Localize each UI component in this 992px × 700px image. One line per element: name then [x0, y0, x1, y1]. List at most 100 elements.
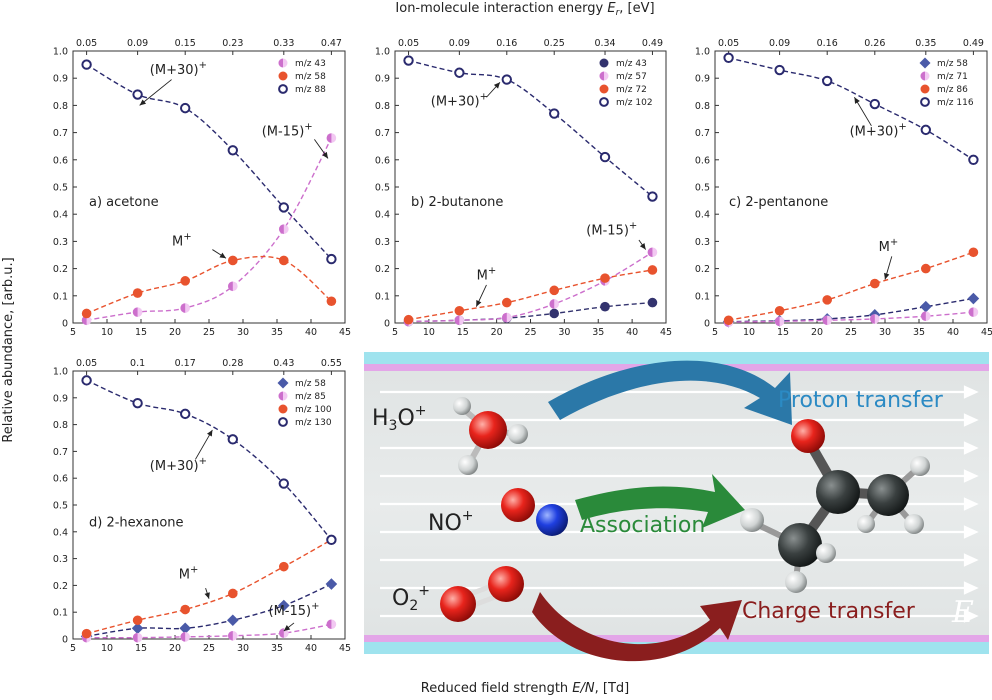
data-point [454, 305, 465, 316]
data-point [277, 377, 289, 389]
data-point [822, 295, 832, 305]
field-line-arrowhead [963, 385, 979, 399]
data-point [180, 303, 190, 313]
y-tick-label: 0.6 [695, 155, 710, 166]
top-axis-title: Ion-molecule interaction energy Er, [eV] [395, 1, 654, 18]
data-point-left-half [968, 307, 974, 317]
data-point-left-half [920, 71, 925, 81]
data-point [81, 308, 92, 319]
x-tick-label: 35 [271, 643, 283, 654]
top-tick-label: 0.09 [127, 38, 148, 49]
y-tick-label: 1.0 [53, 367, 68, 378]
x-tick-label: 40 [305, 643, 317, 654]
h3o-molecule-icon [453, 397, 528, 475]
data-point [647, 191, 658, 202]
y-tick-label: 0.9 [695, 74, 710, 85]
data-point [81, 59, 92, 70]
x-tick-label: 25 [524, 327, 536, 338]
annotation-label: (M-15)+ [262, 121, 313, 139]
y-tick-label: 0 [704, 319, 710, 330]
top-tick-label: 0.09 [449, 38, 470, 49]
data-point [278, 71, 288, 81]
x-tick-label: 10 [101, 643, 113, 654]
data-point [968, 154, 979, 166]
data-point [227, 614, 239, 627]
y-tick-label: 0.5 [375, 183, 390, 194]
data-point [132, 632, 143, 643]
data-point [278, 58, 288, 68]
x-tick-label: 20 [811, 327, 823, 338]
x-tick-label: 15 [135, 327, 147, 338]
data-point [822, 315, 832, 326]
data-point [279, 255, 289, 266]
field-line-arrowhead [963, 413, 979, 427]
data-point-left-half [180, 303, 186, 313]
data-point [647, 247, 658, 258]
x-tick-label: 20 [169, 643, 181, 654]
annotation-arrowhead [206, 429, 213, 437]
data-point [278, 478, 289, 489]
y-tick-label: 0.7 [375, 128, 390, 139]
data-point [454, 315, 465, 326]
top-tick-label: 0.05 [398, 38, 419, 49]
data-point [228, 281, 238, 292]
x-tick-label: 5 [70, 643, 76, 654]
legend-label: m/z 71 [937, 72, 968, 82]
data-point [869, 98, 880, 110]
panel-label: c) 2-pentanone [729, 195, 828, 210]
x-tick-label: 10 [743, 327, 755, 338]
top-tick-label: 0.33 [273, 38, 294, 49]
ketone-molecule-icon [740, 419, 930, 593]
legend-label: m/z 58 [295, 379, 326, 389]
field-line-arrowhead [963, 581, 979, 595]
y-axis-title: Relative abundance, [arb.u.] [1, 257, 16, 442]
panel-label: d) 2-hexanone [89, 515, 184, 530]
annotation-label: M+ [477, 265, 497, 283]
y-tick-label: 0.2 [695, 264, 710, 275]
legend-label: m/z 43 [616, 59, 647, 69]
data-point-left-half [278, 224, 284, 234]
x-tick-label: 45 [660, 327, 672, 338]
data-point [454, 67, 465, 78]
y-tick-label: 0.1 [53, 291, 68, 302]
y-tick-label: 0.3 [53, 554, 68, 565]
data-point [968, 247, 979, 258]
y-tick-label: 0.6 [375, 155, 390, 166]
x-tick-label: 40 [305, 327, 317, 338]
data-point-left-half [647, 247, 653, 258]
annotation-arrowhead [219, 252, 226, 259]
data-point [326, 296, 337, 307]
annotation-arrowhead [476, 300, 482, 307]
data-point [131, 622, 144, 635]
y-tick-label: 0.6 [53, 474, 68, 485]
chart-panel-3: 5 10 15 20 25 30 35 40 45 0 0.1 0.2 0.3 0.4 0.5 0.6 0.7 0… [695, 38, 992, 338]
y-tick-label: 0.9 [53, 393, 68, 404]
y-tick-label: 0 [384, 319, 390, 330]
data-point [921, 263, 931, 274]
top-tick-label: 0.17 [175, 358, 196, 369]
annotation-arrowhead [854, 97, 860, 104]
charge-transfer-arrow [532, 592, 742, 662]
chart-panel-2: 5 10 15 20 25 30 35 40 45 0 0.1 0.2 0.3 0.4 0.5 0.6 0.7 0… [375, 38, 672, 338]
data-point [919, 57, 931, 69]
data-point-left-half [822, 315, 828, 326]
y-tick-label: 0.8 [53, 420, 68, 431]
data-point [599, 84, 609, 94]
annotation-label: (M+30)+ [150, 456, 207, 474]
y-tick-label: 0.7 [53, 447, 68, 458]
x-tick-label: 35 [913, 327, 925, 338]
data-point [501, 297, 512, 308]
data-point-left-half [132, 632, 138, 643]
data-point [549, 108, 560, 119]
y-tick-label: 0.2 [53, 581, 68, 592]
data-point [278, 224, 289, 234]
top-tick-label: 0.43 [273, 358, 294, 369]
top-tick-label: 0.25 [544, 38, 565, 49]
data-point [920, 311, 931, 322]
annotation-label: (M+30)+ [150, 60, 207, 78]
field-line-arrowhead [963, 609, 979, 623]
x-tick-label: 20 [169, 327, 181, 338]
data-point [326, 534, 337, 546]
x-tick-label: 15 [135, 643, 147, 654]
annotation-label: (M-15)+ [586, 221, 637, 239]
